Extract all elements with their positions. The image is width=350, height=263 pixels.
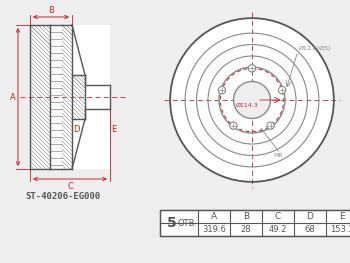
Text: 49.2: 49.2	[269, 225, 287, 234]
Circle shape	[279, 87, 286, 94]
Circle shape	[248, 65, 256, 72]
Text: 68: 68	[304, 225, 315, 234]
Text: D: D	[73, 125, 79, 134]
Text: E: E	[339, 212, 345, 221]
Circle shape	[233, 82, 271, 118]
Text: 5: 5	[167, 216, 176, 230]
Text: C: C	[275, 212, 281, 221]
Circle shape	[218, 87, 225, 94]
Bar	[160, 210, 350, 236]
Text: ST-40206-EG000: ST-40206-EG000	[25, 192, 101, 201]
Bar	[160, 210, 350, 236]
Text: ОТВ.: ОТВ.	[177, 219, 197, 227]
Circle shape	[230, 122, 237, 129]
Text: A: A	[211, 212, 217, 221]
Text: D: D	[307, 212, 314, 221]
Text: B: B	[48, 6, 54, 15]
Text: 319.6: 319.6	[202, 225, 226, 234]
Text: 28: 28	[241, 225, 251, 234]
Text: A: A	[10, 93, 16, 102]
Text: B: B	[243, 212, 249, 221]
Text: E: E	[111, 125, 116, 134]
Text: C: C	[67, 182, 73, 191]
Text: 153.3: 153.3	[330, 225, 350, 234]
Circle shape	[170, 18, 334, 182]
Circle shape	[267, 122, 274, 129]
Text: Ø114.3: Ø114.3	[236, 103, 258, 108]
Bar	[30, 25, 110, 169]
Text: M8: M8	[274, 153, 283, 158]
Text: Ø12.8(Ø5): Ø12.8(Ø5)	[299, 45, 331, 50]
